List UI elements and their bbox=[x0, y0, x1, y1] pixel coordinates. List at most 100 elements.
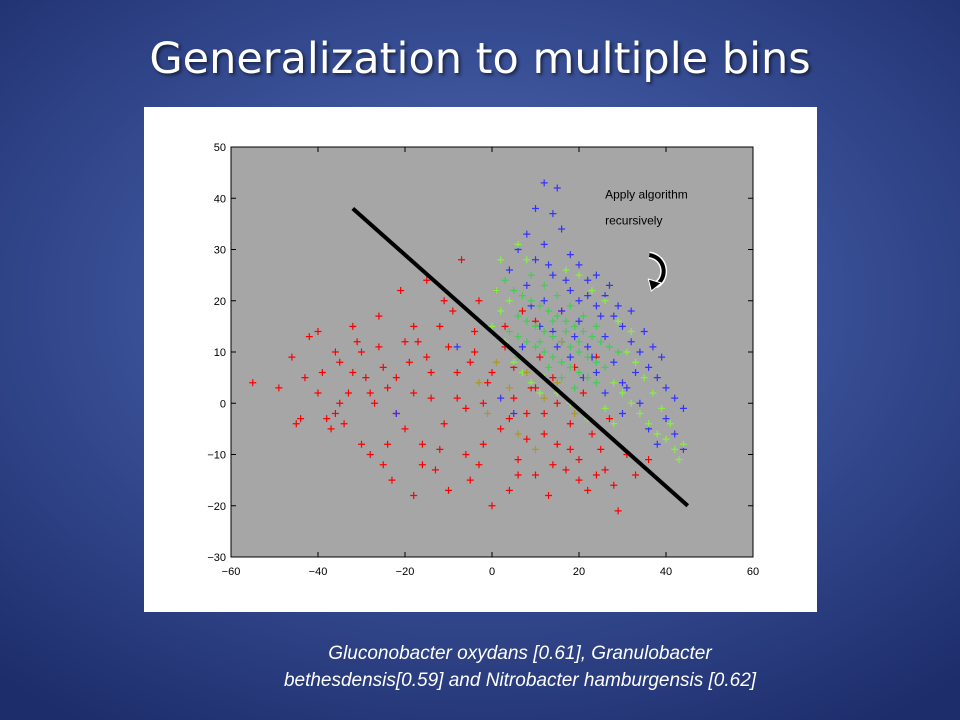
data-point-series-1 bbox=[462, 404, 470, 412]
data-point-series-4 bbox=[523, 256, 531, 264]
data-point-series-2 bbox=[658, 353, 666, 361]
data-point-series-4 bbox=[601, 297, 609, 305]
data-point-series-1 bbox=[344, 389, 352, 397]
data-point-series-3 bbox=[545, 307, 553, 315]
data-point-series-4 bbox=[671, 445, 679, 453]
data-point-series-3 bbox=[584, 374, 592, 382]
data-point-series-1 bbox=[349, 322, 357, 330]
data-point-series-4 bbox=[632, 358, 640, 366]
data-point-series-1 bbox=[249, 379, 257, 387]
data-point-series-1 bbox=[549, 461, 557, 469]
data-point-series-2 bbox=[545, 261, 553, 269]
data-point-series-4 bbox=[575, 271, 583, 279]
data-point-series-2 bbox=[523, 281, 531, 289]
data-point-series-1 bbox=[275, 384, 283, 392]
data-point-series-1 bbox=[327, 425, 335, 433]
data-point-series-2 bbox=[571, 333, 579, 341]
data-point-series-3 bbox=[601, 363, 609, 371]
data-point-series-1 bbox=[501, 322, 509, 330]
data-point-series-2 bbox=[553, 343, 561, 351]
data-point-series-2 bbox=[610, 312, 618, 320]
data-point-series-4 bbox=[514, 240, 522, 248]
data-point-series-1 bbox=[410, 322, 418, 330]
data-point-series-2 bbox=[636, 399, 644, 407]
data-point-series-2 bbox=[623, 384, 631, 392]
data-point-series-3 bbox=[592, 358, 600, 366]
data-point-series-1 bbox=[575, 456, 583, 464]
data-point-series-2 bbox=[575, 297, 583, 305]
data-point-series-1 bbox=[592, 471, 600, 479]
data-point-series-1 bbox=[384, 384, 392, 392]
x-tick-label: 0 bbox=[489, 566, 495, 578]
data-point-series-4 bbox=[562, 266, 570, 274]
data-point-series-2 bbox=[540, 297, 548, 305]
data-point-series-3 bbox=[540, 281, 548, 289]
data-point-series-1 bbox=[562, 466, 570, 474]
data-point-series-3 bbox=[549, 317, 557, 325]
data-point-series-1 bbox=[418, 440, 426, 448]
data-point-series-1 bbox=[584, 486, 592, 494]
data-point-series-1 bbox=[549, 374, 557, 382]
y-tick-label: 20 bbox=[214, 296, 226, 308]
data-point-series-2 bbox=[627, 338, 635, 346]
data-point-series-2 bbox=[592, 271, 600, 279]
data-point-series-1 bbox=[475, 461, 483, 469]
data-point-series-4 bbox=[497, 307, 505, 315]
data-point-series-1 bbox=[553, 440, 561, 448]
data-point-series-1 bbox=[331, 348, 339, 356]
data-point-series-2 bbox=[601, 333, 609, 341]
data-point-series-2 bbox=[632, 369, 640, 376]
data-point-series-3 bbox=[523, 338, 531, 346]
data-point-series-1 bbox=[488, 502, 496, 510]
data-point-series-3 bbox=[562, 317, 570, 325]
data-point-series-3 bbox=[575, 348, 583, 356]
data-point-series-1 bbox=[479, 399, 487, 407]
data-point-series-3 bbox=[514, 333, 522, 341]
data-point-series-1 bbox=[353, 338, 361, 346]
data-point-series-5 bbox=[540, 394, 548, 402]
data-point-series-2 bbox=[614, 302, 622, 310]
data-point-series-3 bbox=[558, 358, 566, 366]
data-point-series-4 bbox=[662, 435, 670, 443]
data-point-series-4 bbox=[497, 256, 505, 264]
data-point-series-4 bbox=[614, 317, 622, 325]
data-point-series-1 bbox=[423, 353, 431, 361]
data-point-series-2 bbox=[610, 358, 618, 366]
separator-line bbox=[351, 207, 690, 508]
data-point-series-5 bbox=[475, 379, 483, 387]
data-point-series-4 bbox=[649, 389, 657, 397]
data-point-series-2 bbox=[558, 225, 566, 233]
data-point-series-2 bbox=[549, 210, 557, 218]
data-point-series-2 bbox=[540, 240, 548, 248]
data-point-series-5 bbox=[523, 369, 531, 376]
y-tick-label: 40 bbox=[214, 193, 226, 205]
data-point-series-3 bbox=[549, 353, 557, 361]
data-point-series-2 bbox=[562, 276, 570, 284]
data-point-series-5 bbox=[492, 358, 500, 366]
data-point-series-1 bbox=[401, 338, 409, 346]
recursion-arrow-head bbox=[647, 278, 663, 292]
data-point-series-4 bbox=[492, 287, 500, 294]
data-point-series-4 bbox=[488, 322, 496, 330]
data-point-series-2 bbox=[523, 230, 531, 238]
data-point-series-1 bbox=[314, 328, 322, 335]
data-point-series-3 bbox=[540, 328, 548, 335]
data-point-series-1 bbox=[388, 476, 396, 484]
data-point-series-2 bbox=[662, 384, 670, 392]
data-point-series-1 bbox=[331, 410, 339, 417]
data-point-series-1 bbox=[553, 399, 561, 407]
data-point-series-1 bbox=[427, 369, 435, 376]
data-point-series-1 bbox=[436, 322, 444, 330]
data-point-series-3 bbox=[505, 328, 513, 335]
data-point-series-1 bbox=[340, 420, 348, 428]
data-point-series-1 bbox=[518, 307, 526, 315]
data-point-series-2 bbox=[575, 317, 583, 325]
data-point-series-5 bbox=[505, 384, 513, 392]
data-point-series-2 bbox=[584, 343, 592, 351]
data-point-series-3 bbox=[562, 328, 570, 335]
slide-title: Generalization to multiple bins bbox=[149, 34, 811, 84]
data-point-series-2 bbox=[671, 394, 679, 402]
data-point-series-1 bbox=[466, 476, 474, 484]
data-point-series-2 bbox=[566, 353, 574, 361]
data-point-series-1 bbox=[440, 420, 448, 428]
